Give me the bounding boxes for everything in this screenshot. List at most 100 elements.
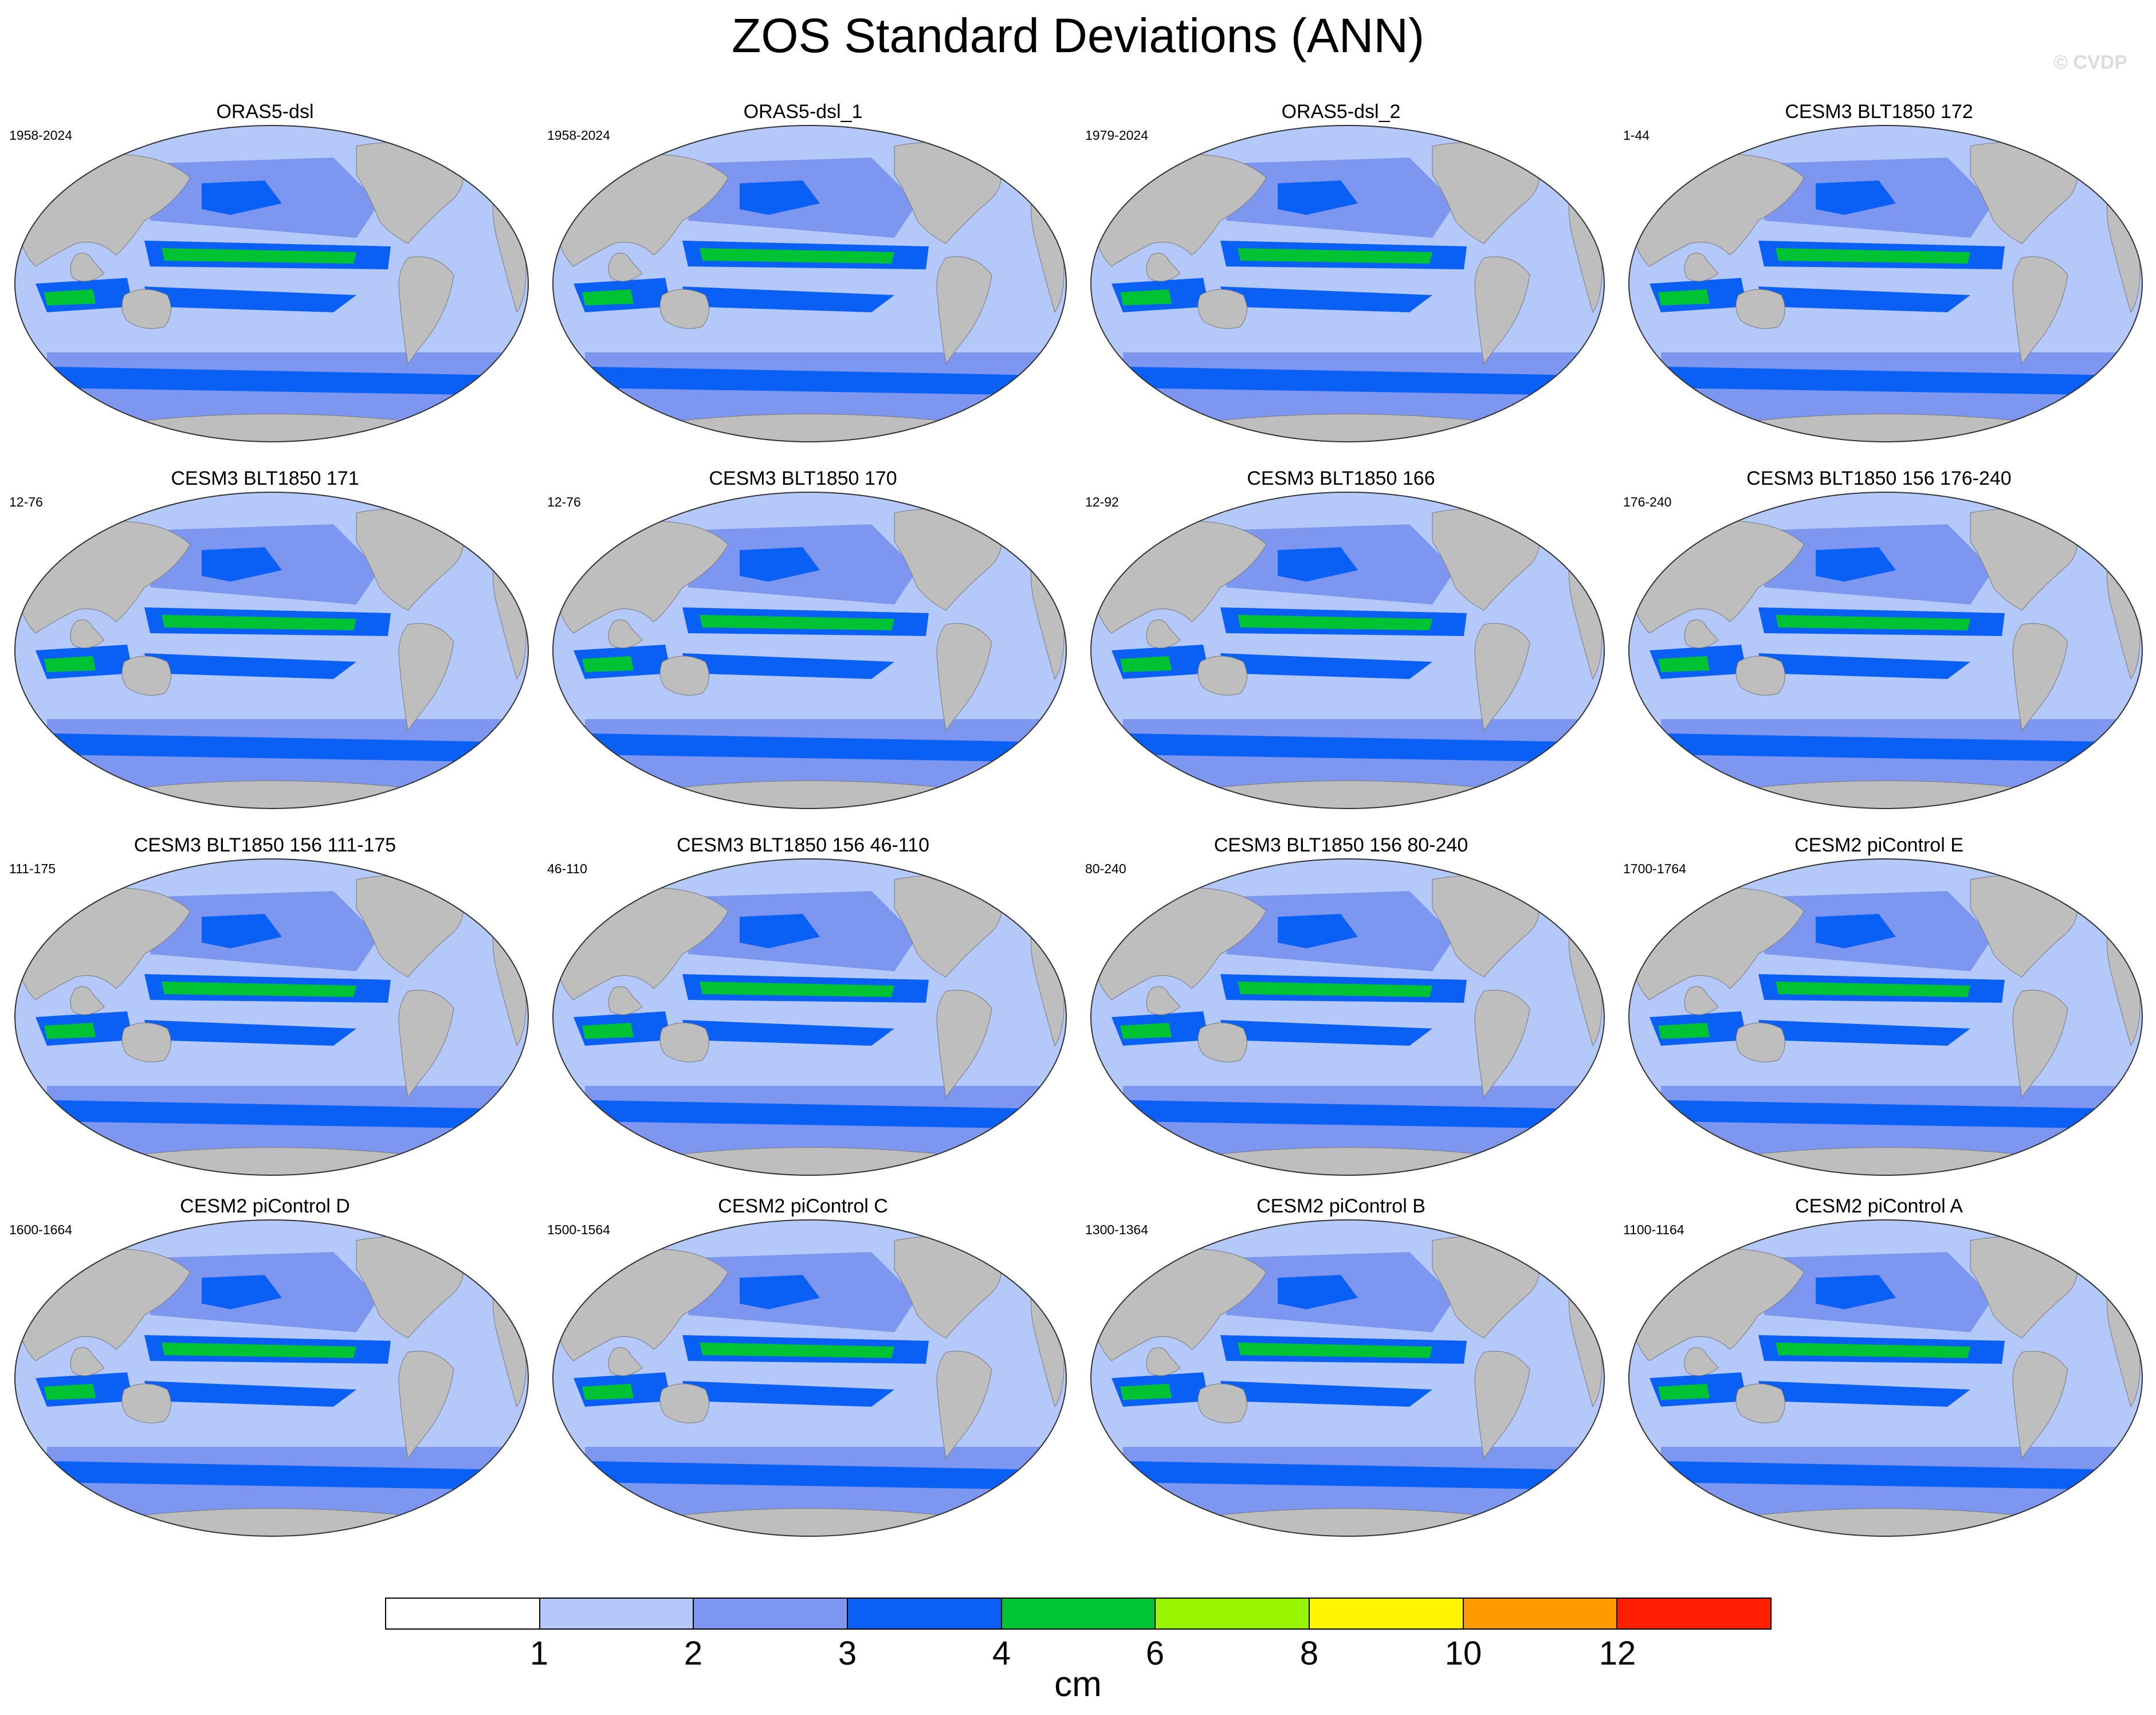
globe-outline bbox=[552, 858, 1067, 1176]
arabia-shape bbox=[70, 1347, 105, 1376]
world-map bbox=[1090, 125, 1605, 442]
panel-title: CESM3 BLT1850 170 bbox=[709, 468, 897, 489]
map-clip-group bbox=[1091, 492, 1604, 809]
colorbar-tick-label: 2 bbox=[684, 1635, 703, 1672]
circumpolar-band bbox=[1667, 1100, 2119, 1129]
indian-ocean-core bbox=[1120, 1384, 1172, 1400]
circumpolar-band bbox=[591, 1461, 1043, 1490]
colorbar-tick-label: 8 bbox=[1299, 1635, 1319, 1672]
south-america-shape bbox=[936, 256, 992, 365]
colorbar-tick-label: 1 bbox=[529, 1635, 549, 1672]
panel-years: 12-76 bbox=[9, 495, 43, 509]
australia-shape bbox=[1197, 1383, 1247, 1423]
map-panel: CESM3 BLT1850 171 12-76 bbox=[0, 467, 530, 822]
antarctica-shape bbox=[676, 414, 948, 442]
indian-ocean-core bbox=[1658, 1023, 1710, 1039]
map-clip-group bbox=[15, 859, 528, 1175]
world-map bbox=[552, 125, 1067, 442]
globe-outline bbox=[1628, 492, 2143, 809]
panel-years: 1958-2024 bbox=[9, 128, 72, 143]
equatorial-band-core bbox=[162, 982, 356, 997]
australia-shape bbox=[1735, 1022, 1785, 1062]
kuroshio-band bbox=[740, 547, 820, 582]
colorbar-tick-label: 12 bbox=[1599, 1635, 1636, 1672]
panel-title: CESM2 piControl C bbox=[718, 1195, 888, 1217]
equatorial-band-core bbox=[700, 248, 894, 264]
kuroshio-band bbox=[740, 180, 820, 215]
map-clip-group bbox=[553, 859, 1066, 1175]
circumpolar-band bbox=[591, 1100, 1043, 1129]
arabia-shape bbox=[1684, 253, 1719, 282]
indian-ocean-core bbox=[1658, 656, 1710, 672]
circumpolar-band bbox=[1129, 733, 1581, 762]
circumpolar-band bbox=[591, 733, 1043, 762]
equatorial-band-core bbox=[1776, 1343, 1970, 1358]
kuroshio-band bbox=[1816, 1275, 1896, 1309]
kuroshio-band bbox=[1278, 547, 1358, 582]
south-pacific-band bbox=[144, 653, 356, 679]
world-map bbox=[1090, 1219, 1605, 1537]
arabia-shape bbox=[70, 619, 105, 649]
map-panel: ORAS5-dsl 1958-2024 bbox=[0, 100, 530, 456]
colorbar-swatch bbox=[693, 1599, 847, 1628]
antarctica-shape bbox=[676, 1508, 948, 1536]
map-panel: CESM2 piControl E 1700-1764 bbox=[1614, 834, 2144, 1189]
arabia-shape bbox=[608, 1347, 643, 1376]
equatorial-band-core bbox=[1238, 615, 1432, 630]
arabia-shape bbox=[1146, 986, 1181, 1015]
australia-shape bbox=[659, 656, 709, 696]
panel-years: 176-240 bbox=[1623, 495, 1672, 509]
indian-ocean-core bbox=[582, 1384, 634, 1400]
colorbar-tick-label: 10 bbox=[1444, 1635, 1482, 1672]
antarctica-shape bbox=[1751, 1508, 2024, 1536]
circumpolar-band bbox=[53, 1100, 505, 1129]
australia-shape bbox=[1197, 289, 1247, 329]
kuroshio-band bbox=[1816, 180, 1896, 215]
circumpolar-band bbox=[53, 733, 505, 762]
antarctica-shape bbox=[138, 414, 410, 442]
antarctica-shape bbox=[1214, 414, 1486, 442]
kuroshio-band bbox=[202, 1275, 282, 1309]
south-america-shape bbox=[936, 1351, 992, 1459]
australia-shape bbox=[121, 1022, 171, 1062]
world-map bbox=[14, 125, 529, 442]
world-map bbox=[552, 492, 1067, 809]
panel-title: CESM3 BLT1850 156 111-175 bbox=[133, 834, 396, 856]
colorbar-units: cm bbox=[1054, 1665, 1102, 1704]
south-pacific-band bbox=[682, 287, 894, 312]
panel-title: CESM2 piControl B bbox=[1256, 1195, 1425, 1217]
south-america-shape bbox=[398, 990, 454, 1098]
map-clip-group bbox=[1091, 1220, 1604, 1536]
south-pacific-band bbox=[1220, 287, 1432, 312]
world-map bbox=[14, 1219, 529, 1537]
globe-outline bbox=[1090, 858, 1605, 1176]
south-pacific-band bbox=[1758, 1381, 1970, 1407]
arabia-shape bbox=[1684, 1347, 1719, 1376]
arabia-shape bbox=[608, 253, 643, 282]
map-panel: CESM3 BLT1850 156 80-240 80-240 bbox=[1076, 834, 1606, 1189]
indian-ocean-core bbox=[44, 656, 96, 672]
globe-outline bbox=[14, 1219, 529, 1537]
kuroshio-band bbox=[1278, 914, 1358, 948]
south-pacific-band bbox=[1758, 287, 1970, 312]
south-pacific-band bbox=[1758, 1020, 1970, 1046]
watermark: © CVDP bbox=[2053, 52, 2127, 73]
equatorial-band-core bbox=[700, 1343, 894, 1358]
globe-outline bbox=[14, 492, 529, 809]
south-pacific-band bbox=[144, 1020, 356, 1046]
australia-shape bbox=[1735, 656, 1785, 696]
globe-outline bbox=[552, 125, 1067, 442]
south-america-shape bbox=[1474, 990, 1530, 1098]
panel-title: CESM3 BLT1850 166 bbox=[1247, 468, 1435, 489]
indian-ocean-core bbox=[44, 1023, 96, 1039]
circumpolar-band bbox=[1667, 733, 2119, 762]
indian-ocean-core bbox=[582, 1023, 634, 1039]
map-panel: CESM3 BLT1850 170 12-76 bbox=[538, 467, 1068, 822]
equatorial-band-core bbox=[1238, 248, 1432, 264]
equatorial-band-core bbox=[162, 1343, 356, 1358]
globe-outline bbox=[14, 858, 529, 1176]
antarctica-shape bbox=[1214, 1508, 1486, 1536]
colorbar-swatch bbox=[539, 1599, 693, 1628]
indian-ocean-core bbox=[44, 289, 96, 305]
world-map bbox=[1628, 125, 2143, 442]
